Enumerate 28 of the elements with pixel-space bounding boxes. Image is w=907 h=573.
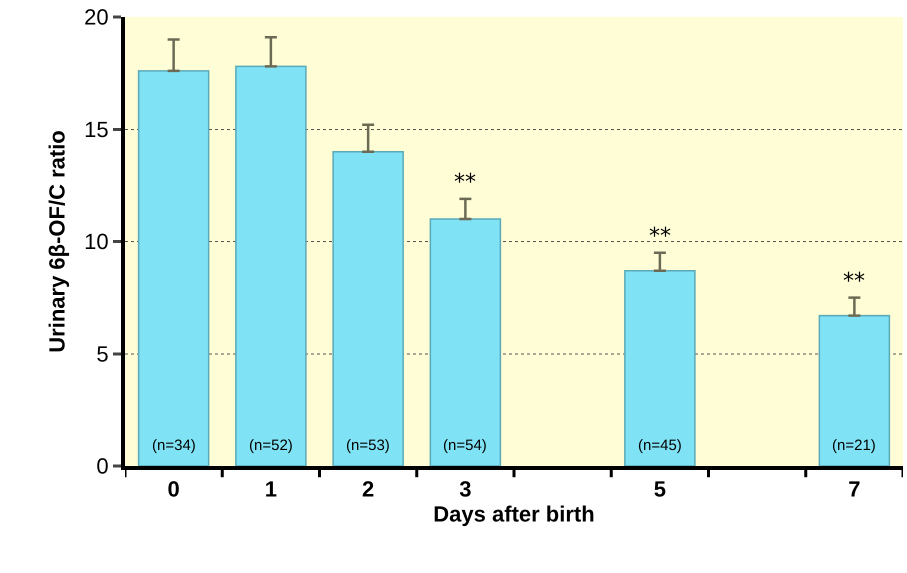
y-axis-title: Urinary 6β-OF/C ratio [44, 130, 70, 353]
y-tick-label: 15 [84, 116, 109, 142]
x-tick-label: 1 [264, 476, 278, 502]
bar [624, 270, 696, 466]
bar [430, 218, 502, 466]
x-tick-label: 5 [654, 476, 666, 502]
annotation: (n=34) [152, 437, 196, 454]
x-tick-label: 2 [362, 476, 374, 502]
x-tick-label: 0 [168, 476, 180, 502]
annotation: (n=21) [832, 437, 876, 454]
y-tick-label: 0 [96, 454, 109, 479]
bar [138, 70, 210, 466]
y-tick-label: 20 [84, 4, 109, 30]
annotation: ** [454, 170, 476, 195]
annotation: ** [843, 269, 865, 294]
annotation: (n=53) [346, 437, 390, 454]
x-axis-title: Days after birth [433, 501, 595, 526]
y-tick-label: 10 [84, 229, 109, 254]
annotation: (n=54) [443, 437, 487, 454]
bar [818, 314, 890, 466]
bar [332, 150, 404, 466]
annotation: (n=45) [638, 437, 682, 454]
bar [235, 66, 307, 466]
annotation: ** [649, 224, 671, 249]
x-tick-label: 3 [459, 476, 472, 502]
y-tick-label: 5 [96, 341, 109, 366]
annotation: (n=52) [249, 437, 293, 454]
x-tick-label: 7 [848, 476, 861, 502]
